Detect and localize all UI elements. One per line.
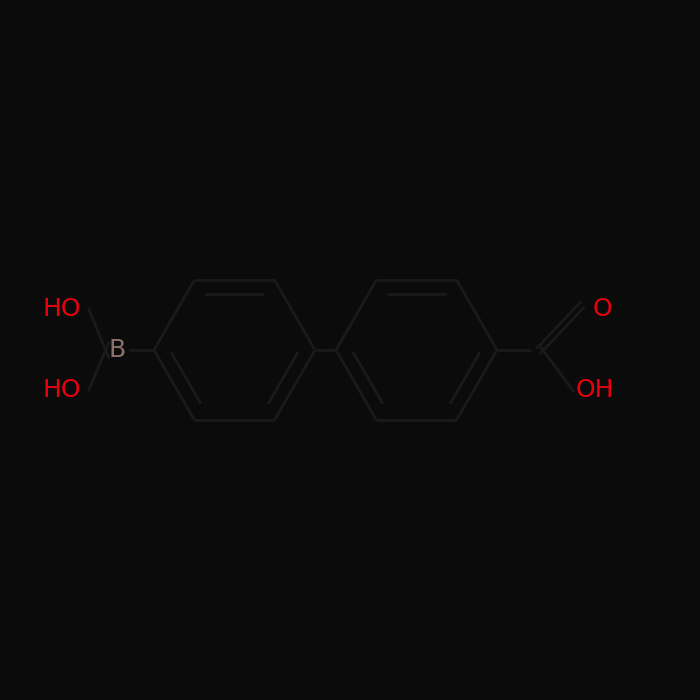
Text: HO: HO <box>42 378 80 402</box>
Text: B: B <box>109 338 126 362</box>
Text: HO: HO <box>42 298 80 321</box>
Text: O: O <box>592 298 612 321</box>
Text: OH: OH <box>575 378 615 402</box>
